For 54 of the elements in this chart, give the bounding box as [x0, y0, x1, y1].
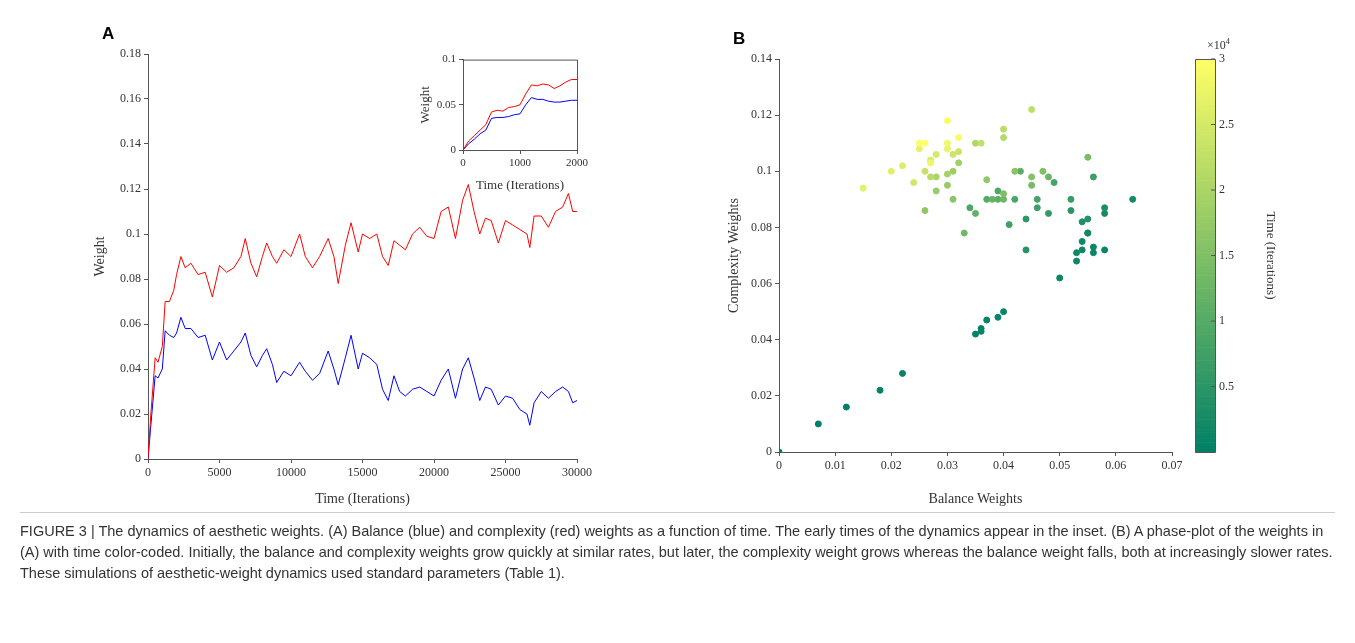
- y-tick-label: 0: [450, 142, 457, 155]
- color-bar-label: 1.5: [1219, 247, 1234, 262]
- y-axis-title: Weight: [417, 85, 433, 124]
- x-tick-label: 0.04: [993, 458, 1015, 473]
- y-tick-label: 0.1: [126, 226, 141, 241]
- x-tick-label: 0: [460, 156, 467, 169]
- x-tick-label: 0.06: [1105, 458, 1127, 473]
- y-tick-label: 0.14: [120, 136, 141, 151]
- y-tick-label: 0.12: [120, 181, 141, 196]
- y-tick-label: 0.02: [120, 406, 141, 421]
- y-axis-title: Weight: [92, 236, 108, 277]
- x-tick-label: 25000: [490, 465, 521, 480]
- x-tick-label: 1000: [509, 156, 532, 169]
- color-bar-label: 0.5: [1219, 378, 1234, 393]
- y-tick-label: 0: [766, 444, 772, 459]
- y-tick-label: 0.08: [751, 219, 772, 234]
- x-tick-label: 2000: [566, 156, 589, 169]
- caption: FIGURE 3 | The dynamics of aesthetic weights. (A) Balance (blue) and complexity (red) weights as a function of time. The early times of the dynamics appear in the inset. (B) A phase-plot of the weights in (A) with time color-coded. Initially, the balance and complexity weights grow quickly at similar rates, but later, the complexity weight grows whereas the balance weight falls, both at increasingly slower rates. These simulations of aesthetic-weight dynamics used standard parameters (Table 1).: [20, 512, 1335, 584]
- color-bar-label: 2: [1219, 182, 1225, 197]
- chart-title: B: [733, 29, 746, 48]
- x-tick-label: 0.01: [824, 458, 846, 473]
- color-bar-label: 2.5: [1219, 116, 1234, 131]
- x-tick-label: 15000: [347, 465, 378, 480]
- color-bar-label: 1: [1219, 313, 1225, 328]
- x-tick-label: 10000: [276, 465, 306, 480]
- y-tick-label: 0.1: [442, 52, 456, 65]
- color-bar-title: Time (Iterations): [1263, 211, 1279, 300]
- y-tick-label: 0.02: [751, 388, 772, 403]
- x-tick-label: 5000: [207, 465, 232, 480]
- x-tick-label: 0: [145, 465, 151, 480]
- y-tick-label: 0.14: [751, 51, 772, 66]
- y-axis-title: Complexity Weights: [726, 198, 742, 313]
- x-tick-label: 0.02: [880, 458, 902, 473]
- y-tick-label: 0.04: [751, 331, 772, 346]
- x-tick-label: 0: [776, 458, 782, 473]
- x-tick-label: 0.03: [936, 458, 958, 473]
- y-tick-label: 0.08: [120, 271, 141, 286]
- x-tick-label: 0.07: [1161, 458, 1183, 473]
- y-tick-label: 0.06: [751, 275, 772, 290]
- y-tick-label: 0.12: [751, 107, 772, 122]
- x-tick-label: 0.05: [1049, 458, 1071, 473]
- y-tick-label: 0.1: [757, 163, 772, 178]
- y-tick-label: 0.18: [120, 46, 141, 61]
- x-tick-label: 20000: [419, 465, 449, 480]
- y-tick-label: 0.16: [120, 91, 141, 106]
- y-tick-label: 0.06: [120, 316, 141, 331]
- chart-title: A: [102, 24, 115, 43]
- y-tick-label: 0.05: [436, 97, 457, 110]
- y-tick-label: 0.04: [120, 361, 141, 376]
- x-axis-title: Time (Iterations): [315, 491, 411, 508]
- x-axis-title: Balance Weights: [928, 491, 1023, 507]
- color-bar-label: 3: [1219, 51, 1225, 66]
- x-tick-label: 30000: [562, 465, 592, 480]
- x-axis-title: Time (Iterations): [476, 176, 564, 192]
